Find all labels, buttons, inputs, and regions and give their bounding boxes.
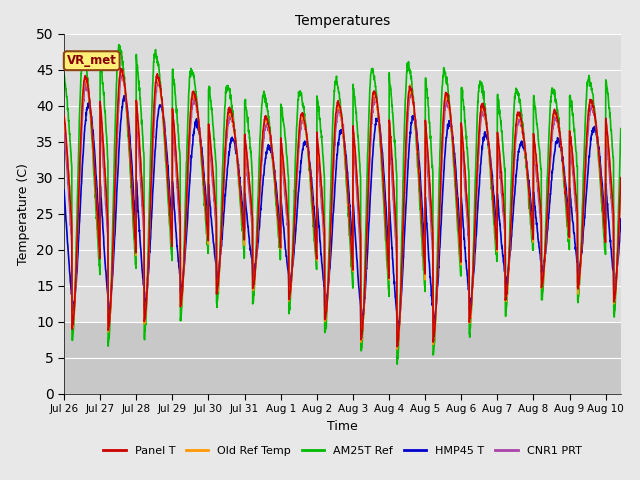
Panel T xyxy=(271,176,278,181)
HMP45 T xyxy=(60,187,68,192)
CNR1 PRT xyxy=(60,126,68,132)
HMP45 T xyxy=(394,329,401,335)
HMP45 T xyxy=(403,193,410,199)
AM25T Ref xyxy=(403,72,410,78)
HMP45 T xyxy=(120,93,128,98)
Old Ref Temp xyxy=(228,118,236,123)
AM25T Ref xyxy=(547,104,554,109)
AM25T Ref xyxy=(602,246,609,252)
Line: Panel T: Panel T xyxy=(64,69,621,347)
Old Ref Temp xyxy=(345,208,353,214)
Old Ref Temp xyxy=(403,128,410,134)
Panel T xyxy=(394,344,401,349)
Old Ref Temp xyxy=(394,346,401,352)
HMP45 T xyxy=(271,172,278,178)
Old Ref Temp xyxy=(118,68,125,73)
Legend: Panel T, Old Ref Temp, AM25T Ref, HMP45 T, CNR1 PRT: Panel T, Old Ref Temp, AM25T Ref, HMP45 … xyxy=(99,441,586,460)
HMP45 T xyxy=(602,221,609,227)
Old Ref Temp xyxy=(271,178,278,184)
Title: Temperatures: Temperatures xyxy=(295,14,390,28)
Old Ref Temp xyxy=(547,149,554,155)
HMP45 T xyxy=(345,188,353,194)
CNR1 PRT xyxy=(118,72,125,78)
Panel T xyxy=(228,115,236,120)
AM25T Ref xyxy=(394,361,401,367)
Text: VR_met: VR_met xyxy=(67,54,116,67)
HMP45 T xyxy=(547,191,554,197)
Panel T xyxy=(117,66,125,72)
CNR1 PRT xyxy=(228,119,236,124)
Old Ref Temp xyxy=(60,114,68,120)
Y-axis label: Temperature (C): Temperature (C) xyxy=(17,163,31,264)
Panel T xyxy=(60,112,68,118)
CNR1 PRT xyxy=(345,200,353,205)
Line: CNR1 PRT: CNR1 PRT xyxy=(64,75,621,342)
Old Ref Temp xyxy=(602,238,609,244)
HMP45 T xyxy=(228,137,236,143)
CNR1 PRT xyxy=(547,161,554,167)
Line: HMP45 T: HMP45 T xyxy=(64,96,621,332)
Old Ref Temp xyxy=(617,176,625,182)
CNR1 PRT xyxy=(617,186,625,192)
AM25T Ref xyxy=(617,126,625,132)
CNR1 PRT xyxy=(602,232,609,238)
AM25T Ref xyxy=(271,181,278,187)
Panel T xyxy=(345,204,353,210)
Line: Old Ref Temp: Old Ref Temp xyxy=(64,71,621,349)
HMP45 T xyxy=(617,216,625,222)
Panel T xyxy=(602,236,609,241)
Bar xyxy=(64,322,621,394)
AM25T Ref xyxy=(115,42,123,48)
CNR1 PRT xyxy=(394,339,401,345)
Panel T xyxy=(547,148,554,154)
AM25T Ref xyxy=(228,112,236,118)
CNR1 PRT xyxy=(271,172,278,178)
CNR1 PRT xyxy=(403,145,410,151)
Line: AM25T Ref: AM25T Ref xyxy=(64,45,621,364)
X-axis label: Time: Time xyxy=(327,420,358,432)
Panel T xyxy=(617,175,625,180)
AM25T Ref xyxy=(60,71,68,77)
AM25T Ref xyxy=(345,221,353,227)
Panel T xyxy=(403,125,410,131)
